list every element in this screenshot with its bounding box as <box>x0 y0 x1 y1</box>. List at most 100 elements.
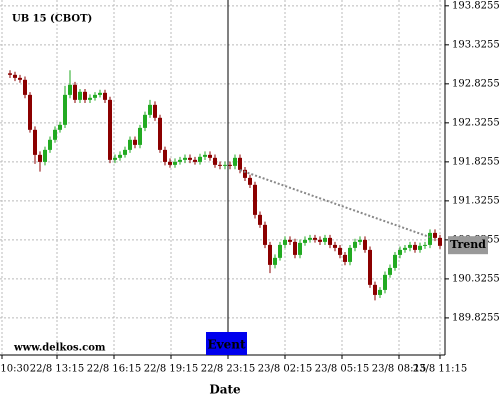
candle-body <box>218 164 222 166</box>
chart-title: UB 15 (CBOT) <box>12 14 92 25</box>
trend-line <box>239 169 431 239</box>
candle-body <box>343 254 347 262</box>
candle-body <box>378 289 382 295</box>
candle-body <box>98 92 102 95</box>
candle-body <box>13 74 17 78</box>
x-tick-label: 22/8 10:30 <box>0 364 29 375</box>
candle-body <box>348 247 352 262</box>
candle-body <box>48 139 52 150</box>
event-label: Event <box>207 338 245 352</box>
candle-body <box>398 249 402 255</box>
candle-body <box>133 139 137 145</box>
candle-body <box>253 184 257 215</box>
candle-body <box>28 94 32 130</box>
candle-body <box>53 129 57 140</box>
candle-body <box>368 249 372 285</box>
candle-body <box>228 164 232 166</box>
candle-body <box>203 154 207 157</box>
y-tick-label: 193.8255 <box>452 0 500 11</box>
candle-body <box>78 91 82 100</box>
candle-body <box>63 94 67 125</box>
candle-body <box>328 237 332 245</box>
y-tick-label: 193.3255 <box>452 39 500 50</box>
candle-body <box>208 154 212 158</box>
x-axis-title: Date <box>209 383 241 397</box>
candle-body <box>38 154 42 162</box>
y-tick-label: 189.8255 <box>452 312 500 323</box>
candle-body <box>193 159 197 162</box>
candle-body <box>213 157 217 165</box>
candle-body <box>158 117 162 150</box>
candle-body <box>73 84 77 100</box>
candle-body <box>383 274 387 290</box>
candle-body <box>108 99 112 160</box>
y-tick-label: 191.8255 <box>452 156 500 167</box>
candle-body <box>153 104 157 118</box>
candles <box>8 70 442 301</box>
candle-body <box>198 156 202 162</box>
candle-body <box>43 149 47 162</box>
x-tick-label: 23/8 02:15 <box>258 364 312 375</box>
candle-body <box>188 157 192 160</box>
candle-body <box>118 154 122 158</box>
candle-body <box>113 157 117 160</box>
candle-body <box>248 177 252 185</box>
candle-body <box>58 124 62 130</box>
x-tick-label: 23/8 05:15 <box>315 364 369 375</box>
candle-body <box>308 237 312 240</box>
candle-body <box>8 73 12 75</box>
candle-body <box>88 97 92 100</box>
candle-body <box>163 149 167 162</box>
watermark: www.delkos.com <box>13 343 106 354</box>
candle-body <box>403 247 407 250</box>
candle-body <box>123 149 127 155</box>
candle-body <box>233 157 237 166</box>
candle-body <box>273 257 277 265</box>
candle-body <box>138 127 142 145</box>
candle-body <box>303 239 307 243</box>
candle-body <box>128 139 132 150</box>
candle-body <box>293 241 297 255</box>
candle-body <box>393 254 397 268</box>
candle-body <box>423 244 427 246</box>
candle-body <box>178 159 182 162</box>
candle-body <box>148 104 152 115</box>
candle-body <box>428 232 432 245</box>
candle-body <box>68 84 72 95</box>
candle-body <box>358 239 362 242</box>
candle-body <box>433 232 437 238</box>
candle-body <box>438 237 442 246</box>
x-tick-label: 22/8 19:15 <box>144 364 198 375</box>
plot-area <box>0 0 445 355</box>
candle-body <box>183 157 187 160</box>
candle-body <box>283 239 287 245</box>
x-tick-label: 22/8 23:15 <box>201 364 255 375</box>
candle-body <box>298 242 302 255</box>
candle-body <box>83 91 87 100</box>
candle-body <box>388 267 392 275</box>
y-tick-label: 192.8255 <box>452 78 500 89</box>
candle-body <box>373 284 377 295</box>
candle-body <box>418 245 422 250</box>
x-tick-label: 23/8 11:15 <box>413 364 467 375</box>
overlay <box>227 0 431 355</box>
candle-body <box>173 161 177 165</box>
x-tick-label: 23/8 08:15 <box>372 364 426 375</box>
candle-body <box>243 169 247 178</box>
candle-body <box>93 94 97 98</box>
y-tick-label: 190.3255 <box>452 273 500 284</box>
candle-body <box>413 244 417 250</box>
candle-body <box>268 244 272 265</box>
candle-body <box>338 247 342 255</box>
candle-body <box>278 244 282 258</box>
candle-body <box>258 214 262 225</box>
candle-body <box>223 164 227 166</box>
candle-body <box>408 244 412 248</box>
candle-body <box>323 237 327 242</box>
candle-body <box>353 241 357 248</box>
candle-body <box>33 129 37 155</box>
candle-body <box>313 237 317 240</box>
y-tick-label: 192.3255 <box>452 117 500 128</box>
